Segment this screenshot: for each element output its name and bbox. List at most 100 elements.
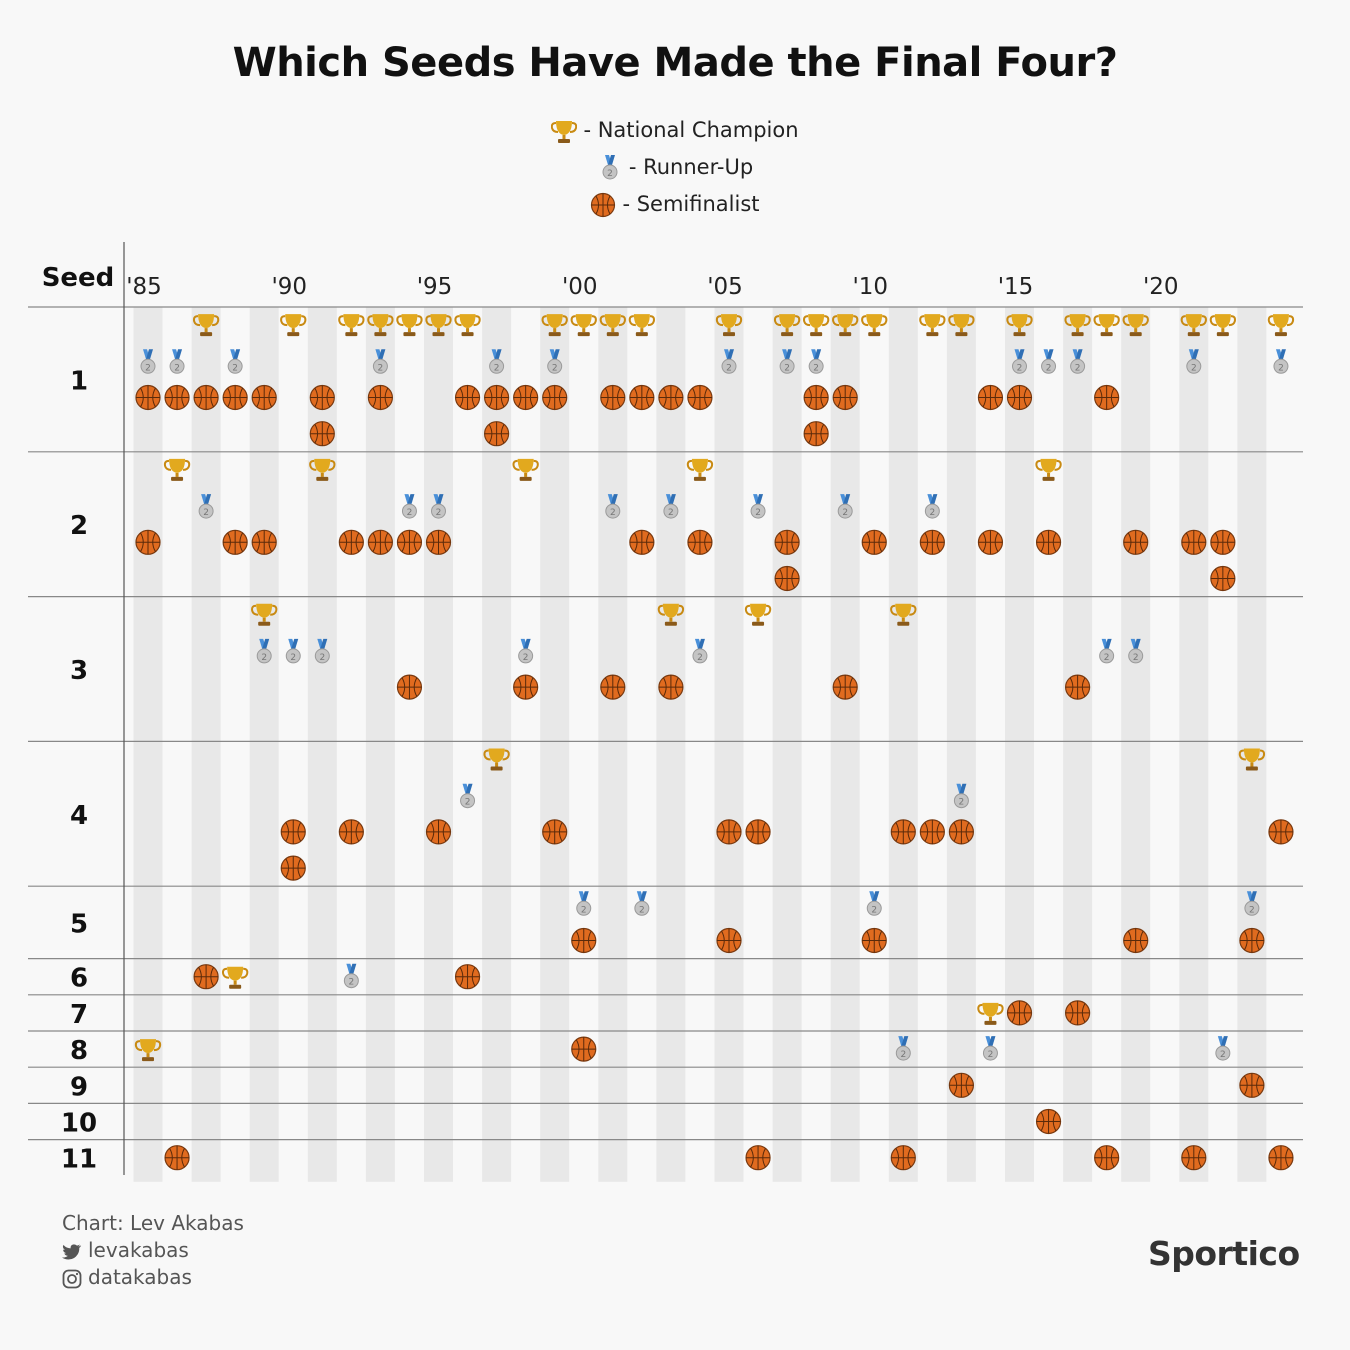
- runner-up-mark: 2: [808, 349, 824, 374]
- runner-up-mark: 2: [518, 638, 534, 664]
- x-tick-label: '00: [562, 274, 598, 300]
- semifinalist-mark: [338, 529, 364, 555]
- credit-twitter: levakabas: [62, 1237, 244, 1264]
- runner-up-mark: 2: [866, 891, 882, 916]
- runner-up-mark: 2: [982, 1036, 998, 1061]
- champion-mark: [1180, 314, 1207, 337]
- champion-mark: [541, 314, 568, 337]
- semifinalist-mark: [1123, 529, 1149, 555]
- semifinalist-mark: [338, 819, 364, 845]
- runner-up-mark: 2: [1273, 349, 1289, 374]
- svg-text:2: 2: [1220, 1050, 1226, 1060]
- semifinalist-mark: [542, 384, 568, 411]
- champion-mark: [1122, 314, 1149, 337]
- champion-mark: [338, 314, 365, 337]
- year-stripe: [1063, 307, 1093, 1182]
- svg-text:2: 2: [203, 508, 209, 518]
- champion-mark: [773, 314, 801, 337]
- semifinalist-mark: [251, 529, 277, 555]
- champion-mark: [802, 314, 830, 337]
- semifinalist-mark: [425, 529, 452, 555]
- semifinalist-mark: [193, 384, 219, 411]
- runner-up-mark: 2: [1215, 1036, 1231, 1061]
- champion-mark: [1267, 314, 1295, 337]
- runner-up-mark: 2: [605, 494, 621, 519]
- champion-mark: [744, 603, 772, 626]
- instagram-icon: [62, 1269, 82, 1288]
- semifinalist-mark: [1006, 1000, 1033, 1026]
- sportico-logo: Sportico: [1148, 1234, 1300, 1273]
- semifinalist-mark: [367, 384, 393, 411]
- semifinalist-mark: [658, 674, 684, 700]
- runner-up-mark: 2: [924, 494, 940, 519]
- semifinalist-mark: [1035, 529, 1062, 555]
- runner-up-mark: 2: [1128, 638, 1144, 664]
- svg-text:2: 2: [900, 1050, 906, 1060]
- champion-mark: [977, 1002, 1004, 1025]
- champion-mark: [512, 458, 539, 481]
- legend-item-semifinalist: - Semifinalist: [0, 186, 1350, 223]
- semifinalist-mark: [687, 384, 713, 411]
- semifinalist-mark: [1094, 384, 1120, 411]
- year-stripe: [1179, 307, 1209, 1182]
- runner-up-mark: 2: [256, 638, 272, 664]
- semifinalist-mark: [716, 927, 742, 954]
- svg-text:2: 2: [610, 508, 616, 518]
- semifinalist-mark: [1268, 819, 1294, 845]
- semifinalist-mark: [367, 529, 393, 555]
- champion-mark: [1209, 314, 1237, 337]
- x-tick-label: '85: [126, 274, 162, 300]
- year-stripe: [656, 307, 686, 1182]
- credit-author: Chart: Lev Akabas: [62, 1211, 244, 1235]
- legend-item-runner-up: 2 - Runner-Up: [0, 149, 1350, 186]
- champion-mark: [1064, 314, 1091, 337]
- svg-text:2: 2: [465, 798, 471, 808]
- champion-mark: [134, 1039, 162, 1062]
- semifinalist-mark: [484, 421, 510, 447]
- semifinalist-mark: [454, 384, 481, 411]
- champion-mark: [309, 458, 336, 481]
- semifinalist-mark: [135, 384, 161, 411]
- svg-text:2: 2: [436, 508, 442, 518]
- champion-mark: [1035, 458, 1062, 481]
- trophy-icon: [551, 121, 578, 143]
- legend: - National Champion 2 - Runner-Up - Semi…: [0, 112, 1350, 223]
- semifinalist-mark: [425, 819, 452, 845]
- champion-mark: [1238, 748, 1266, 771]
- runner-up-mark: 2: [953, 783, 969, 809]
- champion-mark: [628, 314, 656, 337]
- year-stripe: [307, 307, 337, 1182]
- runner-up-mark: 2: [1012, 349, 1027, 374]
- runner-up-mark: 2: [634, 891, 650, 916]
- champion-mark: [570, 314, 597, 337]
- runner-up-mark: 2: [779, 349, 795, 374]
- semifinalist-mark: [977, 384, 1004, 411]
- semifinalist-mark: [164, 1145, 190, 1171]
- runner-up-mark: 2: [314, 638, 330, 664]
- runner-up-mark: 2: [198, 494, 214, 519]
- semifinalist-mark: [890, 1145, 916, 1171]
- semifinalist-mark: [919, 529, 945, 555]
- semifinalist-mark: [280, 855, 306, 881]
- runner-up-mark: 2: [460, 783, 476, 809]
- seed-label: 8: [70, 1036, 88, 1066]
- semifinalist-mark: [1239, 1072, 1265, 1098]
- year-stripe: [540, 307, 570, 1182]
- runner-up-mark: 2: [140, 349, 156, 374]
- champion-mark: [280, 314, 307, 337]
- semifinalist-mark: [1268, 1145, 1294, 1171]
- svg-text:2: 2: [1191, 363, 1197, 373]
- x-tick-label: '05: [707, 274, 743, 300]
- legend-label-semifinalist: - Semifinalist: [622, 192, 760, 216]
- legend-label-runner-up: - Runner-Up: [628, 155, 754, 179]
- seed-label: 2: [70, 511, 88, 541]
- seed-label: 9: [70, 1072, 88, 1102]
- runner-up-mark: 2: [1099, 638, 1115, 664]
- champion-mark: [657, 603, 685, 626]
- semifinalist-mark: [1210, 529, 1236, 555]
- svg-text:2: 2: [1075, 363, 1081, 373]
- runner-up-mark: 2: [227, 349, 243, 374]
- seed-label: 11: [61, 1145, 97, 1175]
- runner-up-mark: 2: [401, 494, 417, 519]
- svg-text:2: 2: [726, 363, 732, 373]
